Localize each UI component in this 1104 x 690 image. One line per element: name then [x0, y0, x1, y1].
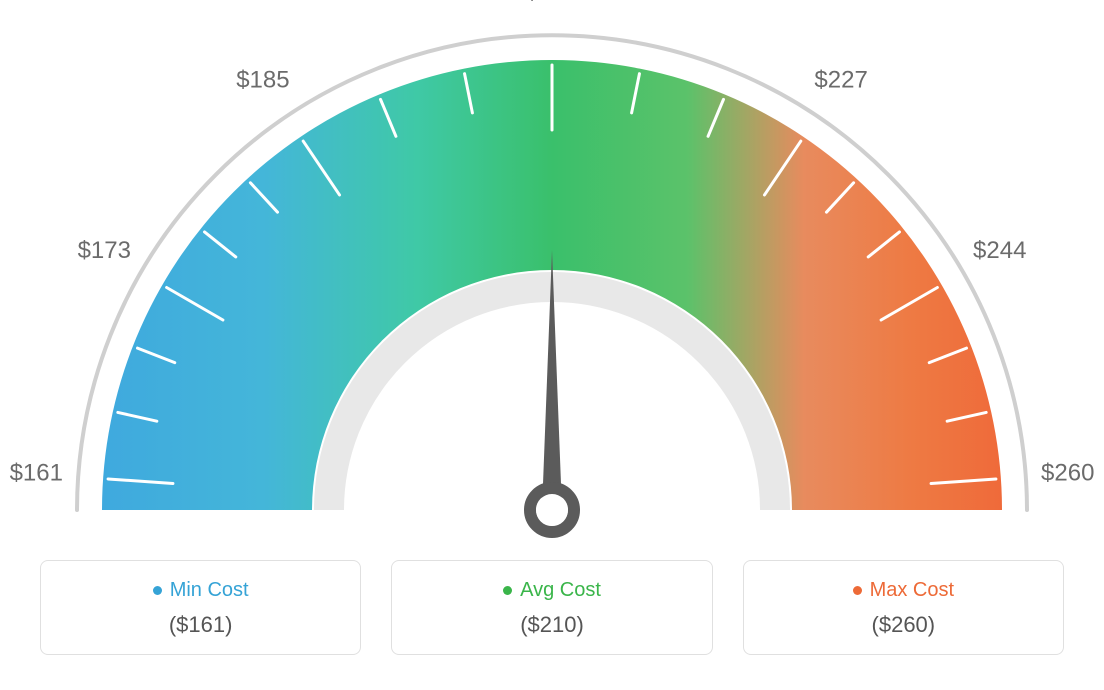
- summary-cards: Min Cost ($161) Avg Cost ($210) Max Cost…: [0, 560, 1104, 675]
- min-cost-value: ($161): [53, 612, 348, 638]
- gauge-tick-label: $173: [78, 237, 131, 264]
- max-dot-icon: [853, 586, 862, 595]
- gauge-chart-container: $161 $173 $185 $210 $227 $244 $260 Min Cost ($…: [0, 0, 1104, 690]
- min-cost-card: Min Cost ($161): [40, 560, 361, 655]
- min-dot-icon: [153, 586, 162, 595]
- min-cost-title: Min Cost: [53, 579, 348, 602]
- gauge-tick-label: $210: [525, 0, 578, 5]
- avg-cost-value: ($210): [404, 612, 699, 638]
- max-cost-value: ($260): [756, 612, 1051, 638]
- gauge-area: $161 $173 $185 $210 $227 $244 $260: [0, 0, 1104, 560]
- gauge-tick-label: $244: [973, 237, 1026, 264]
- gauge-tick-label: $260: [1041, 459, 1094, 486]
- avg-cost-card: Avg Cost ($210): [391, 560, 712, 655]
- avg-cost-title: Avg Cost: [404, 579, 699, 602]
- min-cost-label: Min Cost: [170, 579, 249, 601]
- gauge-tick-label: $185: [236, 67, 289, 94]
- max-cost-label: Max Cost: [870, 579, 954, 601]
- max-cost-card: Max Cost ($260): [743, 560, 1064, 655]
- avg-dot-icon: [503, 586, 512, 595]
- gauge-svg: $161 $173 $185 $210 $227 $244 $260: [0, 0, 1104, 560]
- gauge-tick-label: $227: [814, 67, 867, 94]
- avg-cost-label: Avg Cost: [520, 579, 601, 601]
- gauge-tick-label: $161: [10, 459, 63, 486]
- max-cost-title: Max Cost: [756, 579, 1051, 602]
